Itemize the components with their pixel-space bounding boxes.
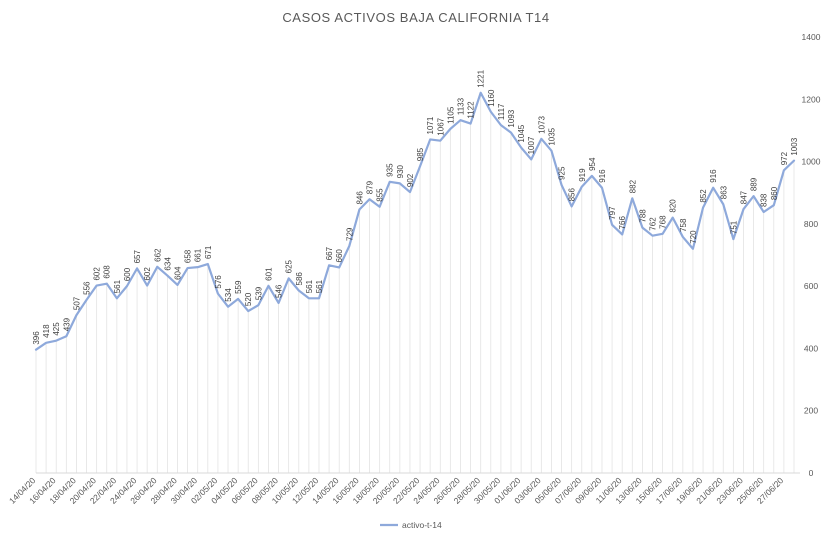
data-label: 671 xyxy=(204,245,213,259)
data-label: 559 xyxy=(234,280,243,294)
data-label: 418 xyxy=(42,324,51,338)
y-axis: 0 200 400 600 800 1000 1200 1400 xyxy=(802,32,821,478)
data-label: 662 xyxy=(153,248,162,262)
series-line-activo-t-14 xyxy=(34,91,796,351)
data-label: 820 xyxy=(669,199,678,213)
data-label: 879 xyxy=(366,180,375,194)
data-label: 600 xyxy=(123,267,132,281)
data-label: 847 xyxy=(739,190,748,204)
data-label: 661 xyxy=(194,248,203,262)
data-label: 1071 xyxy=(426,116,435,134)
data-label: 788 xyxy=(638,209,647,223)
data-label: 556 xyxy=(83,281,92,295)
data-label: 852 xyxy=(699,189,708,203)
data-label: 762 xyxy=(649,217,658,231)
data-label: 838 xyxy=(760,193,769,207)
data-label: 916 xyxy=(709,169,718,183)
chart-title: CASOS ACTIVOS BAJA CALIFORNIA T14 xyxy=(282,10,549,25)
data-label: 935 xyxy=(386,163,395,177)
data-label: 602 xyxy=(143,267,152,281)
data-label: 1035 xyxy=(547,127,556,145)
data-label: 602 xyxy=(93,267,102,281)
data-label: 667 xyxy=(325,246,334,260)
data-label: 586 xyxy=(295,272,304,286)
data-label: 758 xyxy=(679,218,688,232)
data-label: 1045 xyxy=(517,124,526,142)
data-label: 660 xyxy=(335,249,344,263)
data-label: 561 xyxy=(315,279,324,293)
data-label: 902 xyxy=(406,173,415,187)
data-label: 396 xyxy=(32,331,41,345)
data-label: 534 xyxy=(224,288,233,302)
data-label: 720 xyxy=(689,230,698,244)
data-label: 985 xyxy=(416,147,425,161)
data-label: 561 xyxy=(113,279,122,293)
data-label: 1160 xyxy=(487,89,496,107)
data-label: 1117 xyxy=(497,103,506,120)
data-label: 855 xyxy=(376,188,385,202)
data-label: 507 xyxy=(72,296,81,310)
data-label: 634 xyxy=(163,257,172,271)
legend-label: activo-t-14 xyxy=(402,520,442,530)
data-label: 846 xyxy=(355,191,364,205)
y-tick-label: 1400 xyxy=(802,32,821,42)
data-label: 1073 xyxy=(537,115,546,133)
data-label: 751 xyxy=(729,220,738,234)
data-label: 925 xyxy=(558,166,567,180)
data-label: 1067 xyxy=(436,117,445,135)
data-label: 729 xyxy=(345,227,354,241)
y-tick-label: 200 xyxy=(804,406,818,416)
data-label: 863 xyxy=(719,185,728,199)
y-tick-label: 600 xyxy=(804,281,818,291)
data-label: 766 xyxy=(618,216,627,230)
data-label: 546 xyxy=(275,284,284,298)
data-label: 916 xyxy=(598,169,607,183)
y-tick-label: 800 xyxy=(804,219,818,229)
data-label: 657 xyxy=(133,249,142,263)
y-tick-label: 1200 xyxy=(802,94,821,104)
data-label: 439 xyxy=(62,317,71,331)
data-label: 658 xyxy=(184,249,193,263)
drop-lines xyxy=(35,92,795,473)
legend: activo-t-14 xyxy=(380,520,442,530)
data-label: 889 xyxy=(750,177,759,191)
data-label: 1003 xyxy=(790,137,799,155)
data-label: 608 xyxy=(103,265,112,279)
data-label: 561 xyxy=(305,279,314,293)
data-label: 954 xyxy=(588,157,597,171)
data-label: 425 xyxy=(52,322,61,336)
data-label: 539 xyxy=(254,286,263,300)
x-axis: 14/04/2016/04/2018/04/2020/04/2022/04/20… xyxy=(7,475,786,506)
data-label: 1093 xyxy=(507,109,516,127)
y-tick-label: 1000 xyxy=(802,157,821,167)
data-label: 972 xyxy=(780,151,789,165)
data-label: 882 xyxy=(628,179,637,193)
data-label: 625 xyxy=(285,259,294,273)
data-label: 1122 xyxy=(467,101,476,119)
y-tick-label: 0 xyxy=(809,468,814,478)
data-label: 1133 xyxy=(456,97,465,115)
data-label: 1007 xyxy=(527,136,536,154)
data-label: 601 xyxy=(264,267,273,281)
y-tick-label: 400 xyxy=(804,343,818,353)
data-label: 576 xyxy=(214,275,223,289)
data-label: 856 xyxy=(568,188,577,202)
data-label: 768 xyxy=(659,215,668,229)
data-label: 520 xyxy=(244,292,253,306)
data-label: 797 xyxy=(608,206,617,220)
data-label: 919 xyxy=(578,168,587,182)
data-label: 1221 xyxy=(477,69,486,87)
data-label: 604 xyxy=(173,266,182,280)
data-label: 860 xyxy=(770,186,779,200)
data-label: 1105 xyxy=(446,106,455,124)
data-label: 930 xyxy=(396,164,405,178)
